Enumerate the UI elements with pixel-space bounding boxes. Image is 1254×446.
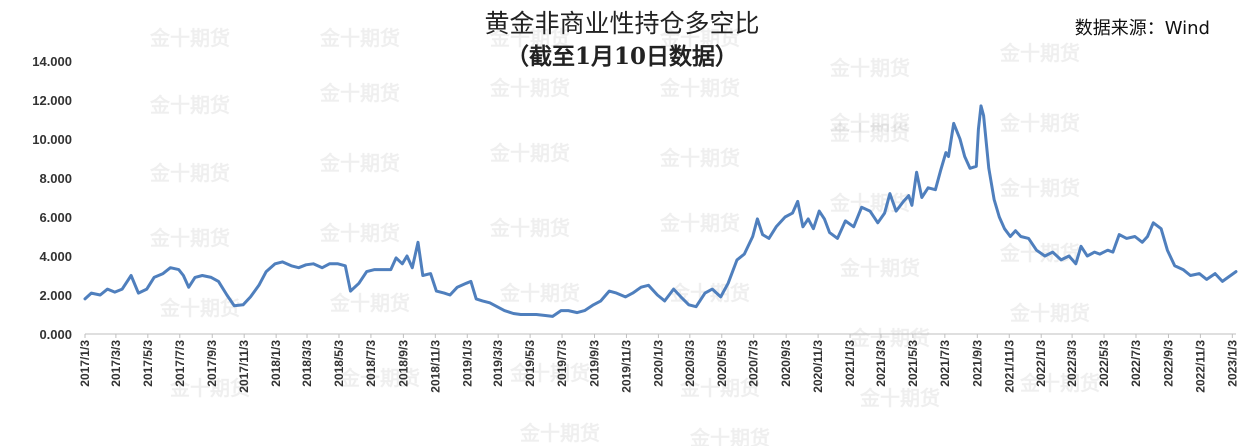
x-tick-label: 2020/9/3 bbox=[779, 340, 793, 387]
chart-subtitle: （截至1月10日数据） bbox=[506, 43, 738, 70]
x-tick-label: 2018/3/3 bbox=[300, 340, 314, 387]
watermark-text: 金十期货 bbox=[829, 121, 910, 145]
y-tick-label: 8.000 bbox=[39, 171, 72, 186]
watermark-text: 金十期货 bbox=[839, 256, 920, 280]
watermark-text: 金十期货 bbox=[509, 361, 590, 385]
series-line bbox=[83, 104, 1238, 318]
watermark-text: 金十期货 bbox=[489, 141, 570, 165]
watermark-text: 金十期货 bbox=[829, 111, 910, 135]
x-tick-label: 2020/5/3 bbox=[715, 340, 729, 387]
y-tick-label: 2.000 bbox=[39, 288, 72, 303]
watermark-text: 金十期货 bbox=[489, 216, 570, 240]
y-axis: 0.000 2.000 4.000 6.000 8.000 10.000 12.000 14.… bbox=[32, 54, 72, 342]
x-tick-label: 2017/11/3 bbox=[237, 340, 251, 393]
x-tick-label: 2017/1/3 bbox=[78, 340, 92, 387]
x-tick-label: 2022/3/3 bbox=[1065, 340, 1079, 387]
x-tick-label: 2022/9/3 bbox=[1161, 340, 1175, 387]
x-tick-label: 2019/1/3 bbox=[460, 340, 474, 387]
x-tick-label: 2022/5/3 bbox=[1097, 340, 1111, 387]
x-tick-label: 2018/5/3 bbox=[332, 340, 346, 387]
watermark-text: 金十期货 bbox=[489, 76, 570, 100]
watermark-text: 金十期货 bbox=[1009, 301, 1090, 325]
x-tick-label: 2020/11/3 bbox=[811, 340, 825, 393]
watermark-text: 金十期货 bbox=[659, 26, 740, 50]
y-tick-label: 6.000 bbox=[39, 210, 72, 225]
x-tick-label: 2020/7/3 bbox=[747, 340, 761, 387]
watermark-text: 金十期货 bbox=[659, 211, 740, 235]
x-tick-label: 2021/11/3 bbox=[1002, 340, 1016, 393]
watermark-text: 金十期货 bbox=[169, 376, 250, 400]
x-tick-label: 2022/1/3 bbox=[1034, 340, 1048, 387]
watermark-text: 金十期货 bbox=[159, 296, 240, 320]
x-tick-label: 2021/5/3 bbox=[906, 340, 920, 387]
watermark-text: 金十期货 bbox=[319, 151, 400, 175]
y-tick-label: 10.000 bbox=[32, 132, 72, 147]
x-tick-label: 2018/1/3 bbox=[269, 340, 283, 387]
y-tick-label: 4.000 bbox=[39, 249, 72, 264]
data-source: 数据来源：Wind bbox=[1075, 18, 1210, 39]
watermark-text: 金十期货 bbox=[829, 56, 910, 80]
watermark-text: 金十期货 bbox=[859, 386, 940, 410]
watermark-text: 金十期货 bbox=[1019, 371, 1100, 395]
x-tick-label: 2018/9/3 bbox=[396, 340, 410, 387]
watermark-text: 金十期货 bbox=[999, 41, 1080, 65]
y-tick-label: 14.000 bbox=[32, 54, 72, 69]
x-tick-label: 2018/7/3 bbox=[364, 340, 378, 387]
watermark-text: 金十期货 bbox=[319, 26, 400, 50]
chart-title: 黄金非商业性持仓多空比 bbox=[484, 9, 759, 38]
watermark-text: 金十期货 bbox=[149, 226, 230, 250]
x-tick-label: 2017/3/3 bbox=[109, 340, 123, 387]
watermark-text: 金十期货 bbox=[149, 161, 230, 185]
x-tick-label: 2021/1/3 bbox=[843, 340, 857, 387]
watermark-text: 金十期货 bbox=[329, 291, 410, 315]
watermark-text: 金十期货 bbox=[849, 326, 930, 350]
watermark-text: 金十期货 bbox=[659, 146, 740, 170]
watermark-text: 金十期货 bbox=[149, 26, 230, 50]
x-tick-label: 2022/7/3 bbox=[1129, 340, 1143, 387]
x-tick-label: 2023/1/3 bbox=[1225, 340, 1239, 387]
y-tick-label: 12.000 bbox=[32, 93, 72, 108]
x-tick-label: 2017/5/3 bbox=[141, 340, 155, 387]
x-tick-label: 2022/11/3 bbox=[1193, 340, 1207, 393]
watermark-text: 金十期货 bbox=[339, 366, 420, 390]
y-tick-label: 0.000 bbox=[39, 327, 72, 342]
x-tick-label: 2019/3/3 bbox=[491, 340, 505, 387]
watermark-text: 金十期货 bbox=[499, 281, 580, 305]
x-tick-label: 2020/1/3 bbox=[651, 340, 665, 387]
x-tick-label: 2020/3/3 bbox=[683, 340, 697, 387]
x-tick-label: 2017/9/3 bbox=[205, 340, 219, 387]
watermark-text: 金十期货 bbox=[319, 81, 400, 105]
x-tick-label: 2019/7/3 bbox=[555, 340, 569, 387]
watermark-text: 金十期货 bbox=[659, 76, 740, 100]
watermark-text: 金十期货 bbox=[149, 93, 230, 117]
x-tick-label: 2019/11/3 bbox=[619, 340, 633, 393]
x-tick-label: 2019/9/3 bbox=[588, 340, 602, 387]
watermark-text: 金十期货 bbox=[999, 111, 1080, 135]
x-tick-label: 2021/7/3 bbox=[938, 340, 952, 387]
watermark-text: 金十期货 bbox=[489, 26, 570, 50]
x-tick-label: 2019/5/3 bbox=[523, 340, 537, 387]
watermark-text: 金十期货 bbox=[519, 421, 600, 445]
x-tick-label: 2017/7/3 bbox=[173, 340, 187, 387]
x-tick-label: 2021/3/3 bbox=[874, 340, 888, 387]
x-tick-label: 2021/9/3 bbox=[970, 340, 984, 387]
watermark-text: 金十期货 bbox=[999, 176, 1080, 200]
watermark-text: 金十期货 bbox=[689, 426, 770, 446]
x-tick-label: 2018/11/3 bbox=[428, 340, 442, 393]
watermark-text: 金十期货 bbox=[669, 281, 750, 305]
x-axis: 2017/1/3 2017/3/3 2017/5/3 2017/7/3 2017/9/3… bbox=[78, 334, 1239, 393]
watermark-text: 金十期货 bbox=[319, 221, 400, 245]
watermark-text: 金十期货 bbox=[679, 376, 760, 400]
